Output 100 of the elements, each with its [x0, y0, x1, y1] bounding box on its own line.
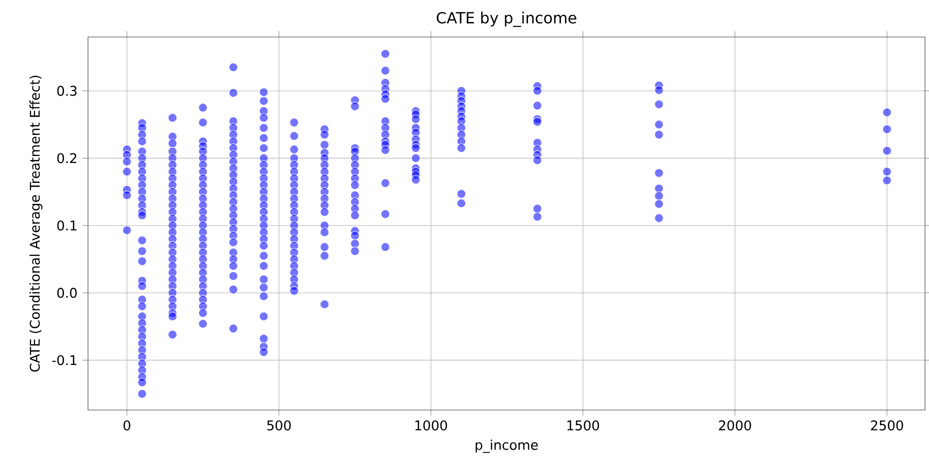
- point: [259, 292, 268, 301]
- point: [320, 228, 330, 237]
- point: [138, 246, 147, 256]
- point: [532, 212, 542, 222]
- point: [228, 261, 238, 270]
- point: [259, 334, 268, 344]
- point: [882, 108, 892, 117]
- point: [380, 242, 390, 252]
- point: [532, 156, 542, 165]
- y-tick-label: 0.3: [57, 86, 77, 96]
- x-axis-title: p_income: [476, 440, 538, 453]
- point: [350, 231, 360, 240]
- point: [138, 236, 147, 245]
- point: [654, 214, 664, 223]
- point: [259, 261, 268, 270]
- point: [259, 113, 268, 122]
- point: [411, 154, 420, 163]
- point: [168, 138, 178, 148]
- point: [138, 302, 147, 311]
- point: [168, 330, 178, 340]
- point: [320, 140, 330, 150]
- point: [532, 101, 542, 110]
- point: [532, 204, 542, 214]
- x-tick-label: 2000: [719, 420, 752, 430]
- point: [259, 282, 268, 292]
- point: [122, 167, 132, 176]
- point: [350, 180, 360, 190]
- point: [654, 168, 664, 178]
- point: [198, 308, 208, 318]
- point: [320, 242, 330, 252]
- point: [122, 157, 132, 166]
- x-tick-label: 1000: [415, 420, 448, 430]
- point: [198, 103, 208, 112]
- y-tick-label: 0.1: [57, 220, 76, 231]
- point: [290, 286, 299, 296]
- chart-title: CATE by p_income: [436, 12, 576, 27]
- y-tick-label: -0.1: [52, 355, 76, 366]
- point: [654, 120, 664, 130]
- point: [654, 100, 664, 109]
- point: [350, 210, 360, 220]
- point: [380, 49, 390, 58]
- point: [320, 300, 330, 309]
- point: [380, 94, 390, 104]
- point: [882, 176, 892, 185]
- x-tick-label: 500: [267, 420, 291, 430]
- point: [198, 118, 208, 128]
- point: [259, 144, 268, 153]
- point: [198, 319, 208, 328]
- point: [138, 389, 147, 398]
- point: [320, 251, 330, 260]
- point: [228, 284, 238, 294]
- point: [122, 226, 132, 235]
- point: [290, 118, 299, 128]
- point: [380, 210, 390, 219]
- point: [350, 102, 360, 111]
- point: [168, 312, 178, 321]
- point: [122, 190, 132, 200]
- point: [259, 274, 268, 284]
- point: [228, 238, 238, 247]
- y-tick-label: 0.0: [57, 288, 77, 298]
- point: [456, 198, 466, 208]
- point: [350, 246, 360, 256]
- point: [411, 144, 420, 153]
- point: [654, 86, 664, 95]
- point: [259, 251, 268, 260]
- point: [320, 208, 330, 217]
- point: [259, 96, 268, 106]
- point: [654, 184, 664, 194]
- point: [882, 124, 892, 134]
- point: [138, 378, 147, 387]
- x-tick-label: 0: [124, 420, 130, 430]
- y-tick-label: 0.2: [57, 153, 76, 164]
- point: [290, 144, 299, 154]
- point: [228, 271, 238, 281]
- x-tick-label: 2500: [871, 420, 904, 430]
- point: [168, 113, 178, 122]
- point: [350, 239, 360, 248]
- point: [882, 167, 892, 176]
- point: [138, 136, 147, 146]
- point: [259, 241, 268, 250]
- point: [654, 130, 664, 140]
- point: [380, 146, 390, 155]
- point: [138, 210, 147, 220]
- point: [290, 131, 299, 140]
- point: [259, 123, 268, 132]
- point: [411, 175, 420, 184]
- x-tick-label: 1500: [567, 420, 600, 430]
- point: [138, 282, 147, 291]
- point: [456, 189, 466, 198]
- point: [654, 199, 664, 208]
- y-axis-title: CATE (Conditional Average Treatment Effect): [30, 76, 42, 372]
- point: [320, 130, 330, 140]
- point: [532, 86, 542, 96]
- point: [259, 348, 268, 357]
- point: [259, 133, 268, 143]
- point: [228, 324, 238, 334]
- point: [654, 191, 664, 200]
- point: [228, 88, 238, 98]
- point: [380, 66, 390, 76]
- point: [532, 117, 542, 126]
